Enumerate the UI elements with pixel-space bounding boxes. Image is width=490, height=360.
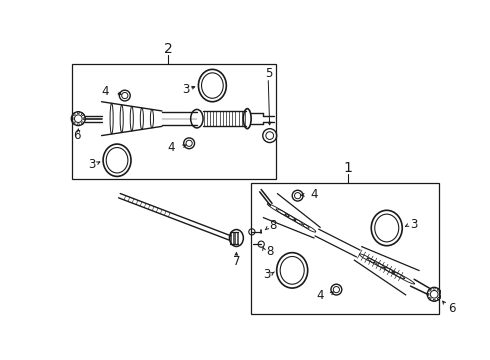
Text: 8: 8 bbox=[266, 246, 273, 258]
Text: 6: 6 bbox=[73, 129, 80, 142]
Text: 5: 5 bbox=[265, 67, 272, 80]
Text: 6: 6 bbox=[448, 302, 456, 315]
Text: 2: 2 bbox=[164, 42, 172, 55]
Text: 4: 4 bbox=[102, 85, 109, 98]
Bar bbox=[251, 183, 439, 314]
Text: 1: 1 bbox=[343, 161, 352, 175]
Text: 7: 7 bbox=[233, 255, 240, 267]
Bar bbox=[72, 64, 276, 180]
Text: 4: 4 bbox=[168, 141, 175, 154]
Text: 3: 3 bbox=[263, 268, 270, 281]
Text: 3: 3 bbox=[410, 218, 417, 231]
Text: 4: 4 bbox=[317, 289, 324, 302]
Text: 8: 8 bbox=[269, 219, 276, 232]
Text: 4: 4 bbox=[310, 188, 318, 201]
Text: 3: 3 bbox=[182, 83, 189, 96]
Text: 3: 3 bbox=[88, 158, 96, 171]
